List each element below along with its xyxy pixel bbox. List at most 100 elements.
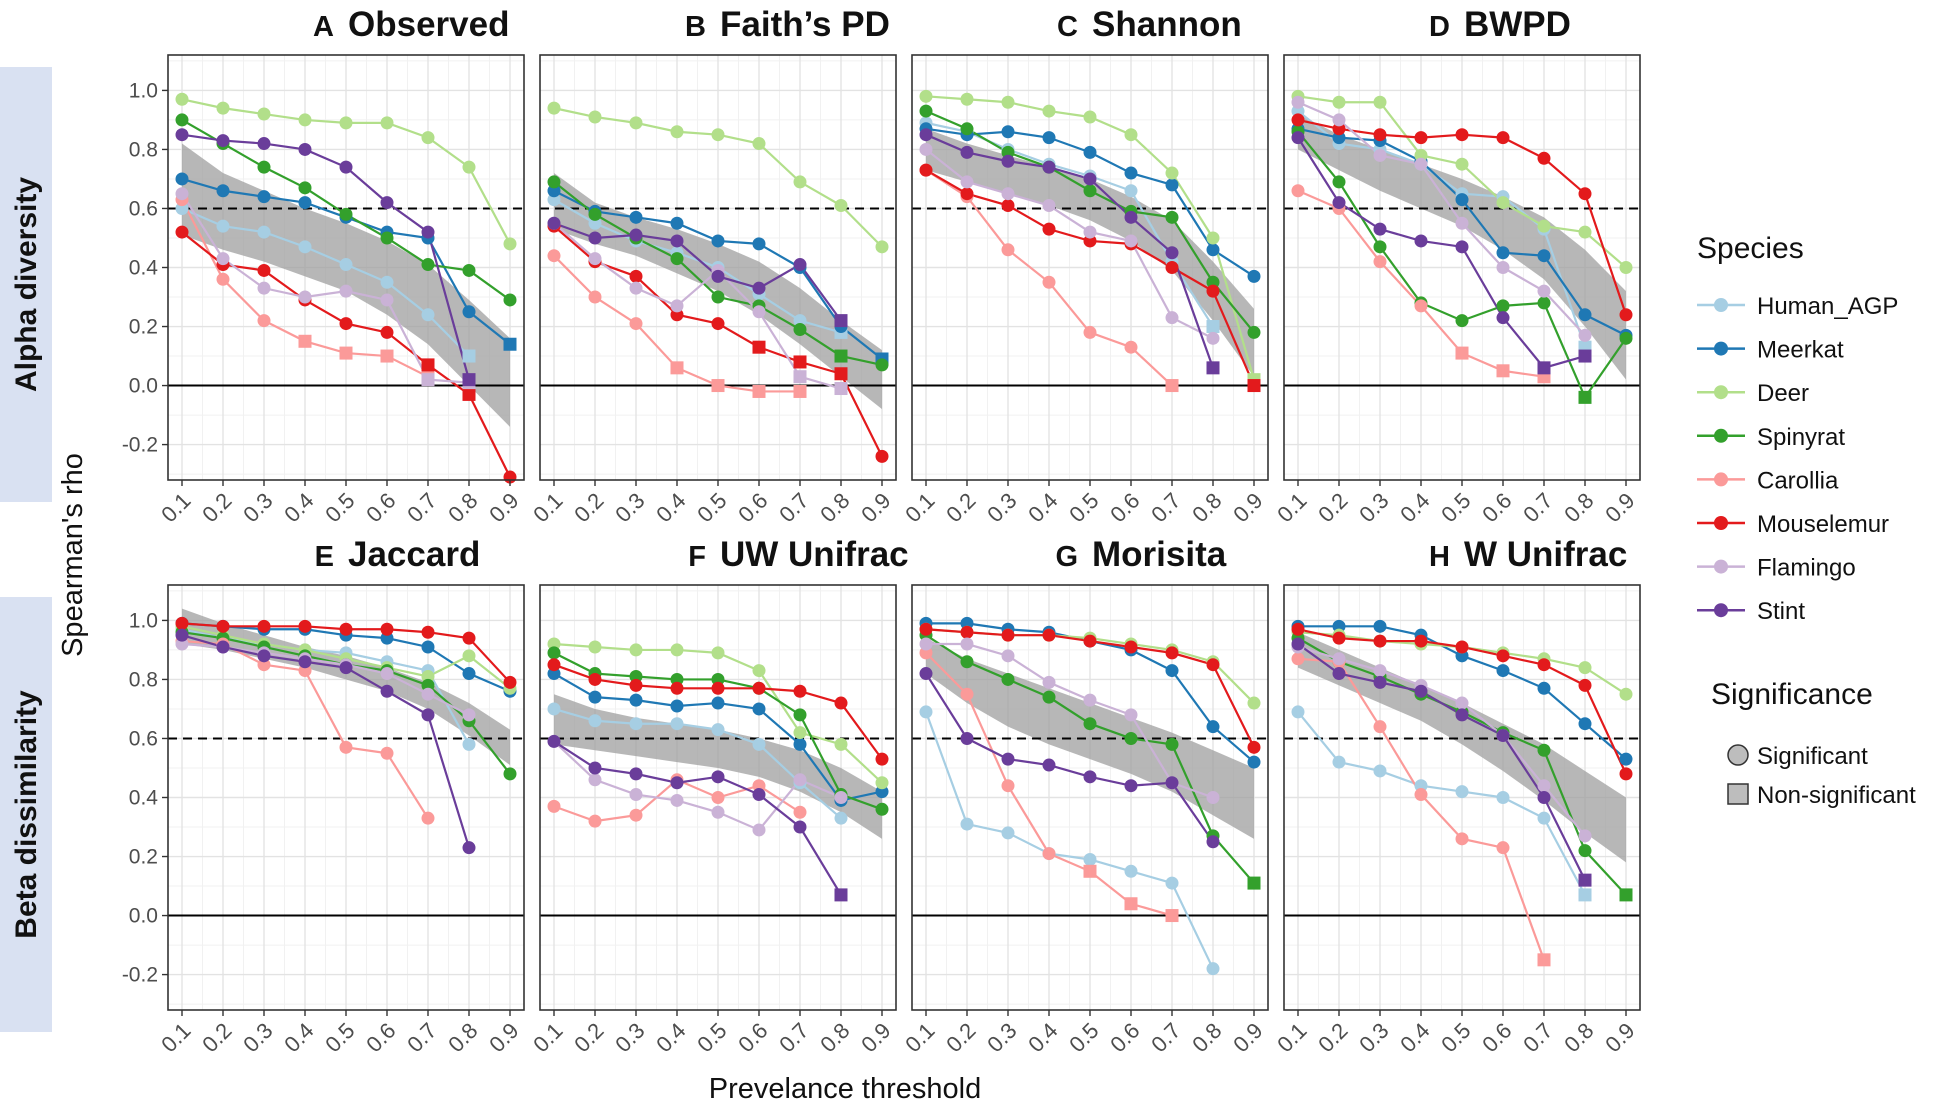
x-tick-label: 0.2	[197, 1018, 236, 1057]
point-deer	[752, 664, 766, 678]
point-stint	[752, 788, 766, 802]
x-tick-label: 0.3	[1354, 1018, 1393, 1057]
point-flamingo	[629, 788, 643, 802]
legend-key-point-flamingo	[1714, 559, 1728, 574]
point-spinyrat	[919, 104, 933, 118]
point-deer	[1578, 661, 1592, 675]
point-stint	[1578, 349, 1592, 363]
series-line-human-agp	[553, 198, 842, 334]
point-stint	[711, 770, 725, 784]
point-mouselemur	[752, 681, 766, 695]
point-human-agp	[339, 258, 353, 272]
x-tick-label: 0.2	[197, 488, 236, 527]
point-flamingo	[1373, 148, 1387, 162]
series-line-human-agp	[181, 207, 470, 357]
y-axis-label: Spearman's rho	[57, 453, 89, 657]
point-mouselemur	[1496, 131, 1510, 145]
point-carollia	[1083, 325, 1097, 339]
point-deer	[834, 199, 848, 213]
x-tick-label: 0.8	[815, 1018, 854, 1057]
point-mouselemur	[1619, 767, 1633, 781]
point-stint	[216, 640, 230, 654]
x-tick-label: 0.4	[279, 1018, 318, 1057]
point-spinyrat	[1578, 844, 1592, 858]
point-flamingo	[960, 175, 974, 189]
panel-title: Shannon	[1092, 5, 1242, 44]
x-tick-label: 0.2	[569, 488, 608, 527]
point-spinyrat	[960, 122, 974, 136]
x-axis-label: Prevelance threshold	[709, 1073, 981, 1105]
point-stint	[1332, 196, 1346, 210]
point-carollia	[339, 346, 353, 360]
legend-key-point-meerkat	[1714, 341, 1728, 356]
point-stint	[1455, 240, 1469, 254]
point-flamingo	[588, 773, 602, 787]
point-mouselemur	[1578, 678, 1592, 692]
y-tick-label: 1.0	[129, 609, 158, 632]
point-human-agp	[629, 717, 643, 731]
point-deer	[547, 101, 561, 115]
point-stint	[711, 269, 725, 283]
point-human-agp	[547, 702, 561, 716]
point-mouselemur	[1083, 634, 1097, 648]
panel-e: -0.20.00.20.40.60.81.00.1 0.2 0.3 0.4 0.5 0.6…	[122, 535, 525, 1057]
point-deer	[1619, 687, 1633, 701]
point-meerkat	[1373, 619, 1387, 633]
point-stint	[919, 128, 933, 142]
point-carollia	[1373, 255, 1387, 269]
point-deer	[875, 240, 889, 254]
point-mouselemur	[298, 619, 312, 633]
panel-title: UW Unifrac	[720, 535, 909, 574]
point-stint	[752, 281, 766, 295]
point-carollia	[1496, 841, 1510, 855]
point-stint	[629, 767, 643, 781]
point-meerkat	[752, 702, 766, 716]
row-strip-beta-dissimilarity	[0, 597, 52, 1032]
point-deer	[216, 101, 230, 115]
row-strips: Alpha diversity Beta dissimilarity	[0, 67, 52, 1032]
series-line-stint	[553, 740, 842, 896]
point-spinyrat	[547, 646, 561, 660]
point-meerkat	[462, 667, 476, 681]
point-meerkat	[1206, 720, 1220, 734]
point-carollia	[1042, 847, 1056, 861]
point-flamingo	[257, 281, 271, 295]
point-stint	[629, 228, 643, 242]
x-tick-label: 0.4	[279, 488, 318, 527]
point-deer	[175, 92, 189, 106]
series-line-flamingo	[926, 642, 1214, 799]
point-mouselemur	[875, 752, 889, 766]
point-stint	[1124, 210, 1138, 224]
point-deer	[1124, 128, 1138, 142]
y-tick-label: 0.6	[129, 727, 158, 750]
point-carollia	[1496, 364, 1510, 378]
point-spinyrat	[793, 322, 807, 336]
point-deer	[257, 107, 271, 121]
point-carollia	[793, 384, 807, 398]
point-spinyrat	[1083, 184, 1097, 198]
x-tick-label: 0.3	[238, 488, 277, 527]
point-human-agp	[1537, 811, 1551, 825]
point-spinyrat	[503, 293, 517, 307]
point-stint	[960, 145, 974, 159]
point-deer	[1042, 104, 1056, 118]
point-mouselemur	[1414, 131, 1428, 145]
panel-title: BWPD	[1464, 5, 1571, 44]
point-deer	[339, 116, 353, 130]
point-mouselemur	[421, 625, 435, 639]
point-spinyrat	[670, 252, 684, 266]
point-spinyrat	[298, 181, 312, 195]
point-human-agp	[834, 811, 848, 825]
point-stint	[834, 888, 848, 902]
point-flamingo	[752, 305, 766, 319]
point-mouselemur	[1537, 658, 1551, 672]
point-spinyrat	[1455, 314, 1469, 328]
x-tick-label: 0.9	[856, 1018, 895, 1057]
point-spinyrat	[1165, 737, 1179, 751]
point-carollia	[421, 811, 435, 825]
point-stint	[462, 841, 476, 855]
point-human-agp	[1496, 791, 1510, 804]
point-spinyrat	[793, 708, 807, 722]
panel-b: 0.1 0.2 0.3 0.4 0.5 0.6 0.7 0.8 0.9 B Faith’s PD	[528, 5, 897, 527]
point-carollia	[1414, 299, 1428, 313]
